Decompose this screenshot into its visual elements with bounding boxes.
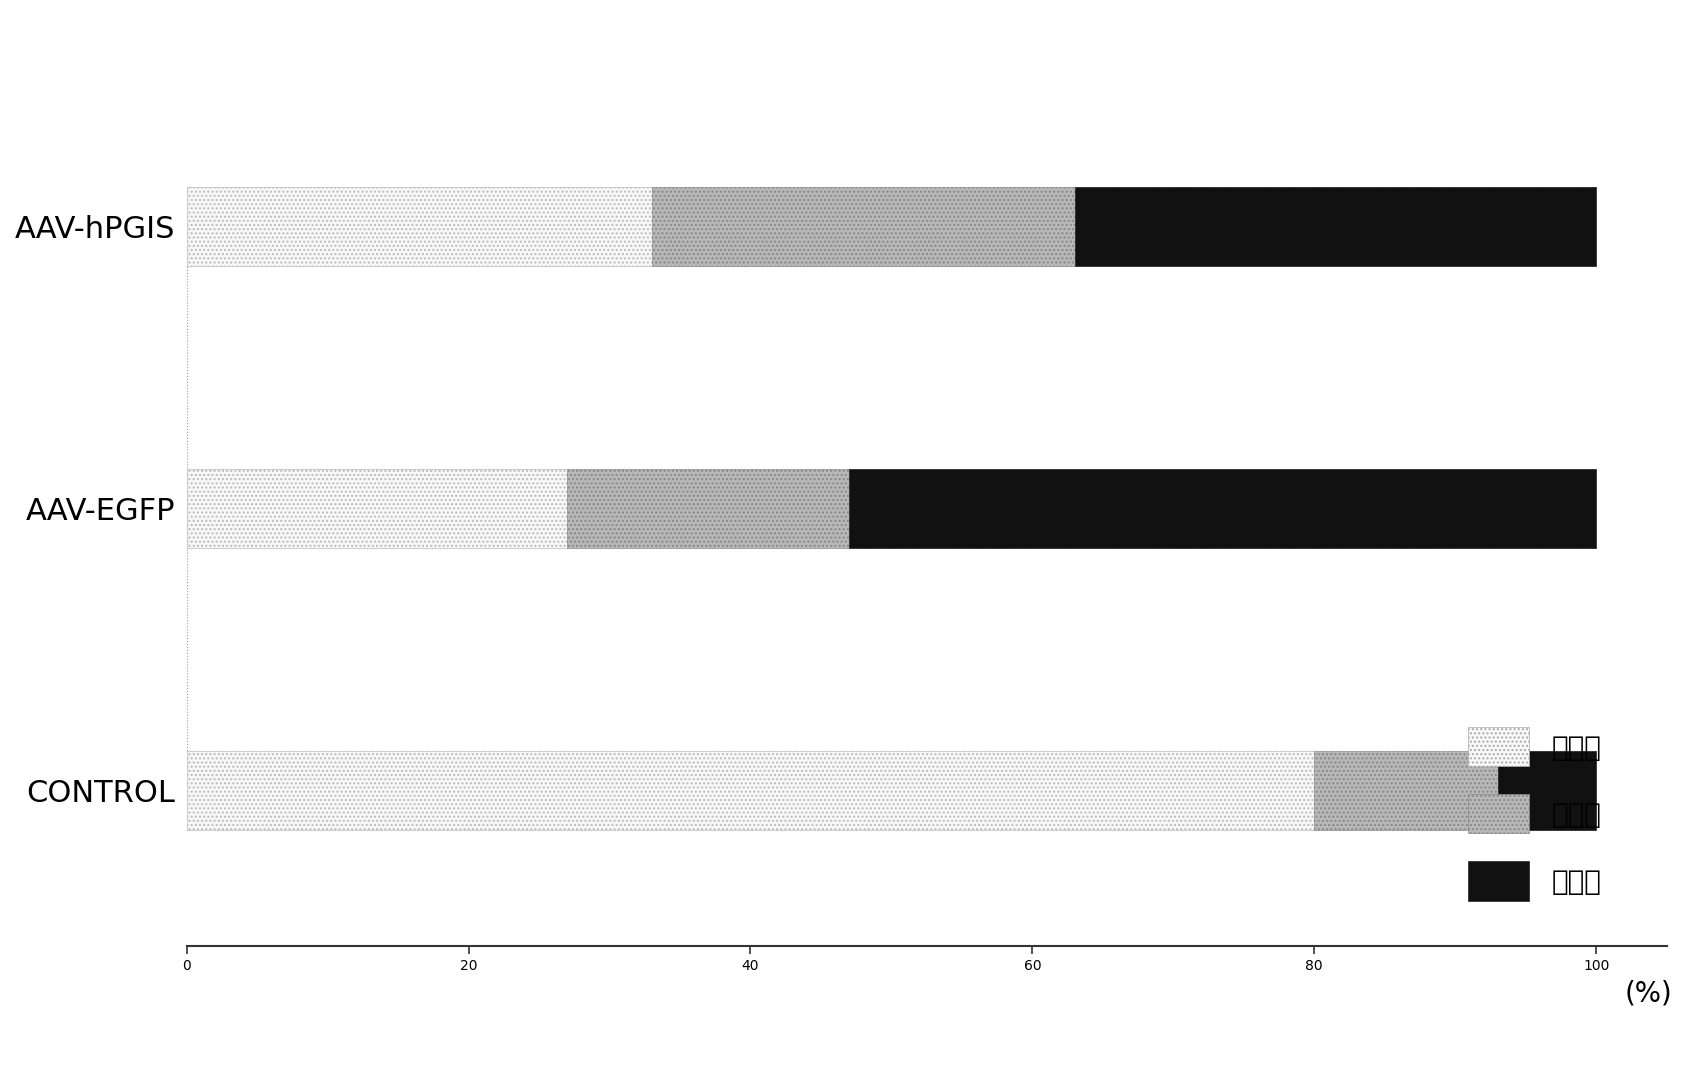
Bar <box>567 469 849 548</box>
Bar <box>651 187 1074 266</box>
Bar <box>1315 752 1497 830</box>
Bar <box>186 187 651 266</box>
Bar <box>1497 752 1596 830</box>
Text: (%): (%) <box>1624 980 1672 1008</box>
Bar <box>1074 187 1596 266</box>
Bar <box>186 752 1315 830</box>
Bar <box>186 469 567 548</box>
Legend: 无坏死, 指坏死, 足坏死: 无坏死, 指坏死, 足坏死 <box>1445 705 1623 923</box>
Bar <box>849 469 1596 548</box>
